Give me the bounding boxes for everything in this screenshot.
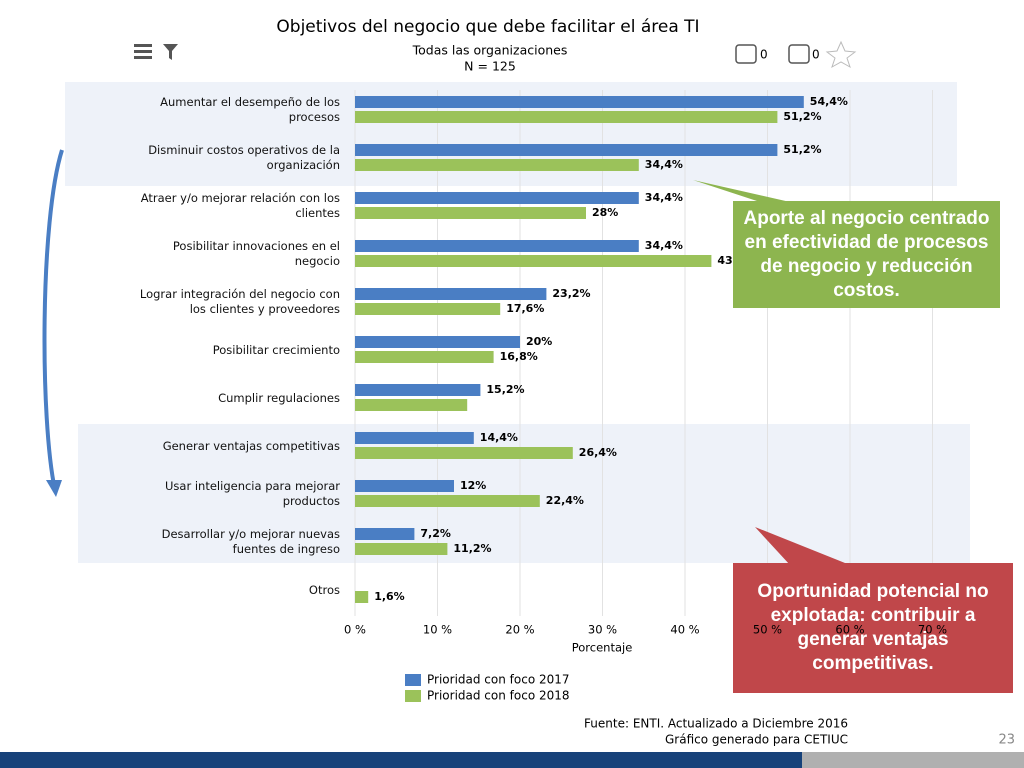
bar xyxy=(355,447,573,459)
source: Gráfico generado para CETIUC xyxy=(665,733,848,747)
bar xyxy=(355,303,501,315)
value-label: 16,8% xyxy=(500,350,538,363)
bar xyxy=(355,480,454,492)
bar xyxy=(355,288,547,300)
bar xyxy=(355,384,481,396)
value-label: 11,2% xyxy=(453,542,491,555)
callout-text: Oportunidad potencial no explotada: cont… xyxy=(757,581,989,674)
legend-label: Prioridad con foco 2017 xyxy=(427,673,570,687)
value-label: 23,2% xyxy=(552,287,590,300)
bar xyxy=(355,543,448,555)
bar xyxy=(355,336,520,348)
x-tick-label: 60 % xyxy=(835,623,864,637)
value-label: 34,4% xyxy=(645,191,683,204)
callout-pointer xyxy=(755,527,850,565)
bar xyxy=(355,399,468,411)
x-tick-label: 40 % xyxy=(670,623,699,637)
y-tick-label: Atraer y/o mejorar relación con los clie… xyxy=(140,191,340,220)
dislike-count: 0 xyxy=(812,48,820,62)
value-label: 51,2% xyxy=(783,110,821,123)
x-tick-label: 50 % xyxy=(753,623,782,637)
x-tick-label: 0 % xyxy=(344,623,366,637)
bar xyxy=(355,192,639,204)
bar xyxy=(355,351,494,363)
footer-bar xyxy=(0,752,802,768)
value-label: 20% xyxy=(526,335,552,348)
y-tick-label: Cumplir regulaciones xyxy=(218,390,340,405)
y-tick-label: Generar ventajas competitivas xyxy=(162,438,340,453)
legend-swatch xyxy=(405,674,421,686)
value-label: 54,4% xyxy=(810,95,848,108)
source: Fuente: ENTI. Actualizado a Diciembre 20… xyxy=(584,717,848,731)
value-label: 51,2% xyxy=(783,143,821,156)
bar xyxy=(355,432,474,444)
value-label: 26,4% xyxy=(579,446,617,459)
value-label: 22,4% xyxy=(546,494,584,507)
y-tick-label: Posibilitar innovaciones en el negocio xyxy=(172,239,340,268)
bar xyxy=(355,495,540,507)
bar xyxy=(355,159,639,171)
y-tick-label: Posibilitar crecimiento xyxy=(212,342,340,357)
callout-text: Aporte al negocio centrado en efectivida… xyxy=(743,207,990,301)
y-tick-label: Aumentar el desempeño de los procesos xyxy=(160,95,340,124)
y-tick-label: Desarrollar y/o mejorar nuevas fuentes d… xyxy=(161,527,340,556)
value-label: 34,4% xyxy=(645,239,683,252)
like-count: 0 xyxy=(760,48,768,62)
footer-bar xyxy=(802,752,1024,768)
value-label: 17,6% xyxy=(506,302,544,315)
bar xyxy=(355,207,586,219)
sample: N = 125 xyxy=(464,59,516,74)
subtitle: Todas las organizaciones xyxy=(412,43,568,58)
value-label: 7,2% xyxy=(420,527,451,540)
value-label: 14,4% xyxy=(480,431,518,444)
callout-pointer xyxy=(693,180,790,202)
value-label: 34,4% xyxy=(645,158,683,171)
x-tick-label: 30 % xyxy=(588,623,617,637)
y-tick-label: Disminuir costos operativos de la organi… xyxy=(148,143,340,172)
bar xyxy=(355,111,778,123)
y-tick-label: Lograr integración del negocio con los c… xyxy=(139,287,340,316)
arrow xyxy=(42,149,64,491)
value-label: 15,2% xyxy=(486,383,524,396)
bar xyxy=(355,255,712,267)
dislike-icon[interactable] xyxy=(788,44,810,64)
value-label: 1,6% xyxy=(374,590,405,603)
bar xyxy=(355,144,778,156)
legend-swatch xyxy=(405,690,421,702)
value-label: 12% xyxy=(460,479,486,492)
legend-label: Prioridad con foco 2018 xyxy=(427,689,570,703)
y-tick-label: Usar inteligencia para mejorar productos xyxy=(165,479,340,508)
x-tick-label: 70 % xyxy=(918,623,947,637)
page-number: 23 xyxy=(998,733,1015,748)
title: Objetivos del negocio que debe facilitar… xyxy=(276,17,699,37)
toolbar[interactable] xyxy=(134,44,178,60)
bar xyxy=(355,96,804,108)
x-axis-label: Porcentaje xyxy=(572,641,633,655)
star-icon[interactable] xyxy=(825,40,857,69)
arrow-head xyxy=(46,480,62,497)
callout-box xyxy=(733,201,1000,308)
like-icon[interactable] xyxy=(735,44,757,64)
bar xyxy=(355,528,415,540)
value-label: 28% xyxy=(592,206,618,219)
bar xyxy=(355,591,369,603)
bar xyxy=(355,240,639,252)
callout-box xyxy=(733,563,1013,693)
x-tick-label: 20 % xyxy=(505,623,534,637)
x-tick-label: 10 % xyxy=(423,623,452,637)
y-tick-label: Otros xyxy=(308,582,340,597)
